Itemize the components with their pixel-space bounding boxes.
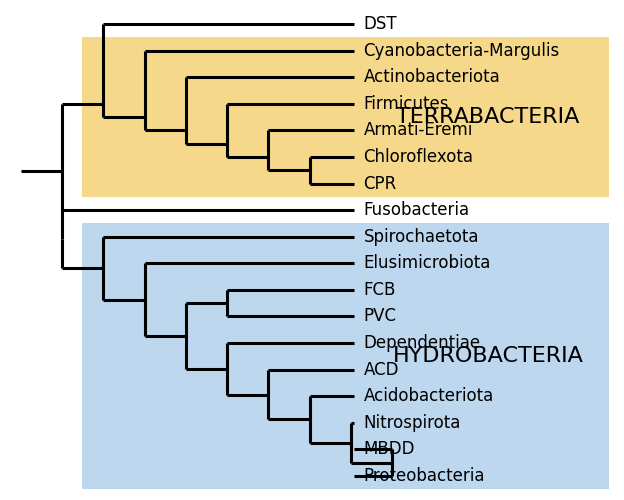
Text: Fusobacteria: Fusobacteria — [364, 201, 470, 219]
Text: HYDROBACTERIA: HYDROBACTERIA — [392, 346, 583, 366]
Text: Proteobacteria: Proteobacteria — [364, 467, 485, 485]
Text: ACD: ACD — [364, 360, 399, 378]
Text: Nitrospirota: Nitrospirota — [364, 414, 461, 432]
Text: Chloroflexota: Chloroflexota — [364, 148, 474, 166]
Text: Elusimicrobiota: Elusimicrobiota — [364, 254, 491, 272]
Text: FCB: FCB — [364, 281, 396, 299]
Text: MBDD: MBDD — [364, 440, 415, 458]
Text: TERRABACTERIA: TERRABACTERIA — [396, 107, 580, 127]
Text: Spirochaetota: Spirochaetota — [364, 228, 479, 246]
Text: PVC: PVC — [364, 308, 396, 326]
Text: Armati-Eremi: Armati-Eremi — [364, 122, 473, 140]
Text: Acidobacteriota: Acidobacteriota — [364, 387, 494, 405]
Text: Firmicutes: Firmicutes — [364, 95, 449, 113]
Text: CPR: CPR — [364, 174, 397, 192]
FancyBboxPatch shape — [82, 38, 609, 197]
Text: DST: DST — [364, 15, 397, 33]
Text: Dependentiae: Dependentiae — [364, 334, 480, 352]
Text: Actinobacteriota: Actinobacteriota — [364, 68, 500, 86]
FancyBboxPatch shape — [82, 224, 609, 489]
Text: Cyanobacteria-Margulis: Cyanobacteria-Margulis — [364, 42, 560, 60]
